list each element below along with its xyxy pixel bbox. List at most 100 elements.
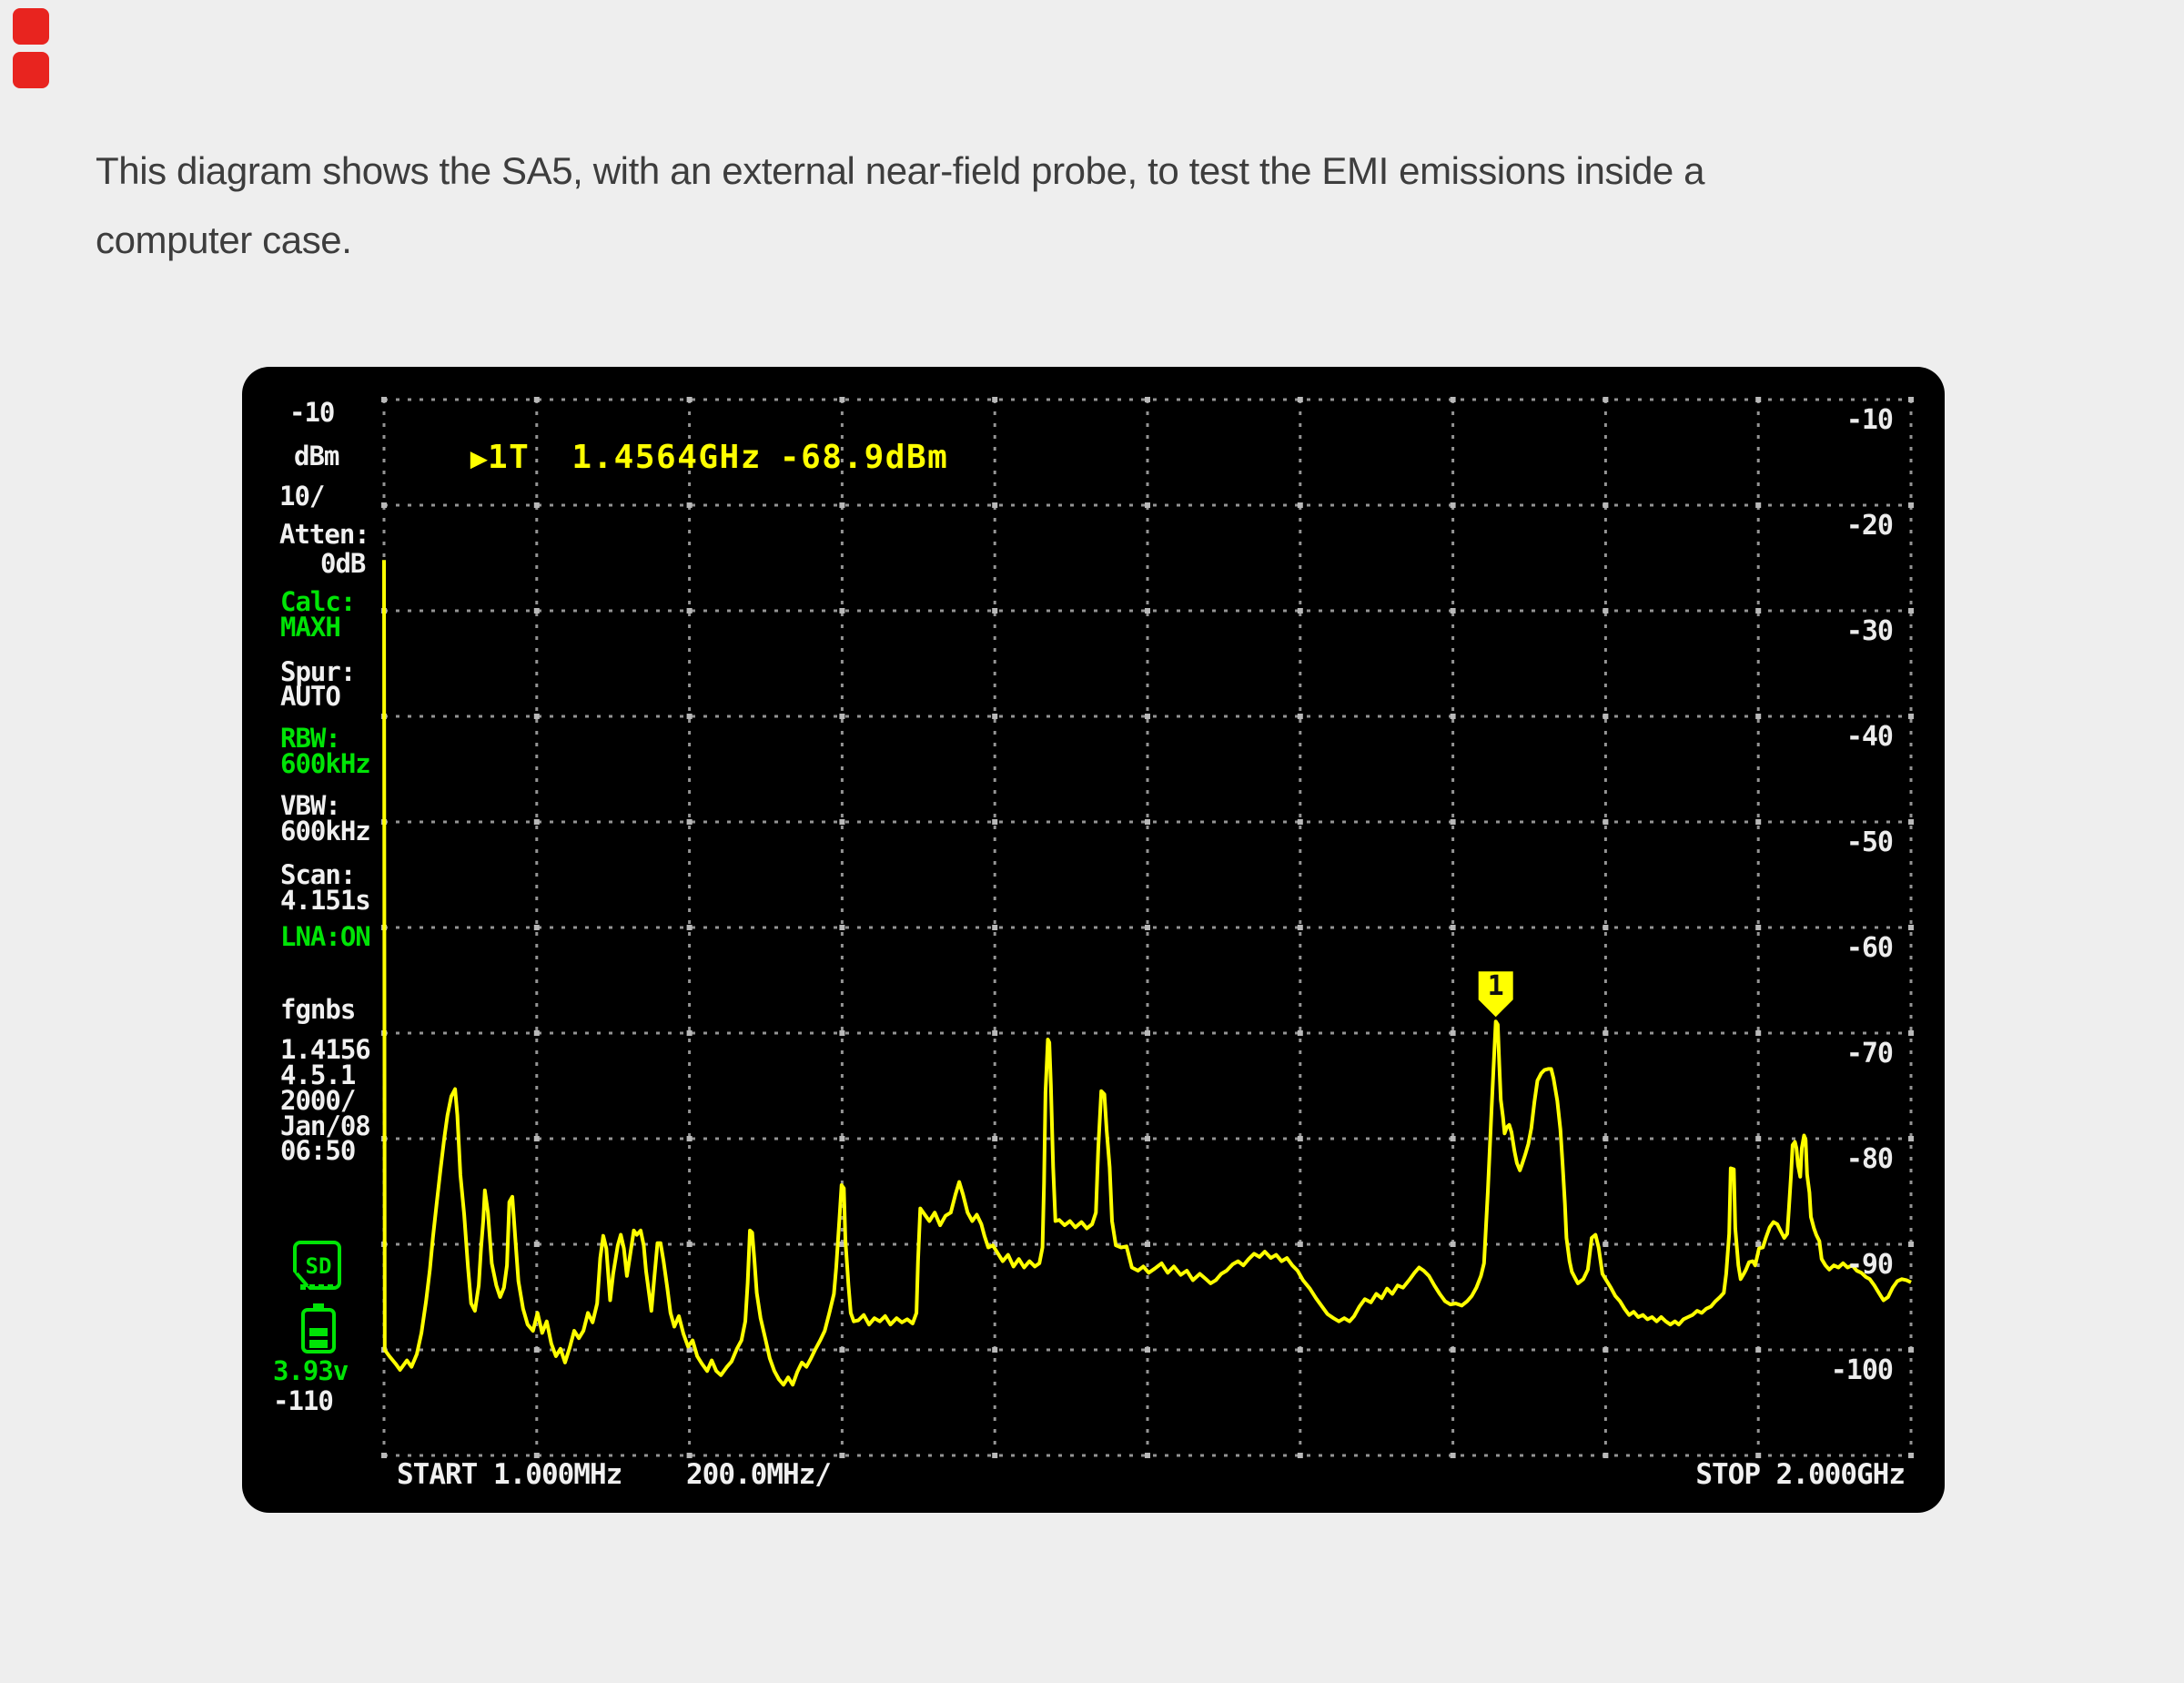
grid-dot	[533, 1347, 540, 1353]
sidebar-vbw-label: VBW:	[280, 790, 341, 821]
grid-dot	[992, 397, 998, 402]
grid-dot	[992, 1347, 998, 1353]
grid-dot	[1755, 1136, 1762, 1141]
red-square-decoration	[13, 8, 49, 45]
grid-dot	[1755, 819, 1762, 825]
marker-flag-shape	[1478, 971, 1513, 1018]
grid-dot	[839, 714, 845, 719]
sidebar-calc-value: MAXH	[280, 612, 341, 643]
grid-dot	[1908, 714, 1914, 719]
grid-dot	[533, 1136, 540, 1141]
grid-dot	[1297, 1242, 1303, 1247]
marker-level: -68.9dBm	[779, 439, 949, 476]
grid-dot	[1145, 1347, 1150, 1353]
red-square-decoration	[13, 52, 49, 88]
grid-dot	[992, 925, 998, 930]
grid-dot	[1450, 1347, 1456, 1353]
grid-dot	[1145, 502, 1150, 508]
sidebar-unit: dBm	[294, 441, 339, 471]
grid-dot	[533, 397, 540, 402]
grid-dot	[1603, 714, 1609, 719]
grid-dot	[686, 819, 693, 825]
grid-dot	[1450, 1030, 1456, 1036]
grid-dot	[1145, 925, 1150, 930]
grid-dot	[1755, 1030, 1762, 1036]
frequency-per-div-label: 200.0MHz/	[686, 1458, 832, 1491]
caption-line-1: This diagram shows the SA5, with an exte…	[96, 149, 1705, 192]
sidebar-bottom-level: -110	[273, 1385, 334, 1416]
grid-dot	[686, 502, 693, 508]
marker-readout: ▶1T 1.4564GHz -68.9dBm	[386, 409, 948, 507]
db-axis-label: -60	[1845, 932, 1894, 964]
grid-dot	[1145, 397, 1150, 402]
sidebar-rbw-value: 600kHz	[280, 748, 371, 779]
grid-dot	[1603, 397, 1609, 402]
grid-dot	[1603, 608, 1609, 613]
grid-dot	[1908, 1453, 1914, 1458]
sd-icon-label: SD	[306, 1253, 332, 1279]
grid-dot	[1755, 502, 1762, 508]
grid-dot	[1908, 1136, 1914, 1141]
grid-dot	[381, 502, 387, 508]
grid-dot	[1908, 1242, 1914, 1247]
sidebar-atten-value: 0dB	[320, 548, 366, 579]
grid-dot	[1450, 1453, 1456, 1458]
grid-dot	[1297, 502, 1303, 508]
grid-dot	[1908, 397, 1914, 402]
grid-dot	[686, 608, 693, 613]
battery-icon	[301, 1303, 336, 1353]
grid-dot	[1297, 1347, 1303, 1353]
grid-dot	[839, 397, 845, 402]
db-axis-label: -90	[1845, 1249, 1894, 1281]
marker-trace-label: 1T	[487, 439, 531, 476]
grid-dot	[1450, 397, 1456, 402]
grid-dot	[1603, 925, 1609, 930]
grid-dot	[533, 1030, 540, 1036]
stop-frequency-label: STOP 2.000GHz	[1695, 1458, 1906, 1491]
grid-dot	[839, 925, 845, 930]
grid-dot	[1450, 819, 1456, 825]
grid	[381, 397, 1914, 1458]
sidebar-spur-value: AUTO	[280, 681, 341, 712]
marker-flag-number: 1	[1488, 970, 1504, 1002]
grid-dot	[1755, 1242, 1762, 1247]
grid-dot	[1145, 1453, 1150, 1458]
marker-flag: 1	[1478, 970, 1513, 1018]
sidebar-rbw-label: RBW:	[280, 723, 341, 754]
sidebar-atten-label: Atten:	[279, 519, 370, 550]
start-frequency-label: START 1.000MHz	[397, 1458, 622, 1491]
grid-dot	[839, 1030, 845, 1036]
grid-dot	[839, 608, 845, 613]
db-axis-label: -30	[1845, 615, 1894, 647]
grid-dot	[1450, 502, 1456, 508]
plot-canvas: 1 SD	[293, 397, 1914, 1458]
grid-dot	[1755, 1347, 1762, 1353]
grid-dot	[1297, 819, 1303, 825]
db-axis: -10 -20 -30 -40 -50 -60 -70 -80 -90 -100	[1753, 407, 1902, 1463]
grid-dot	[992, 714, 998, 719]
grid-dot	[1755, 608, 1762, 613]
db-axis-label: -50	[1845, 826, 1894, 858]
grid-dot	[992, 608, 998, 613]
grid-dot	[686, 1030, 693, 1036]
grid-dot	[839, 1453, 845, 1458]
grid-dot	[1755, 397, 1762, 402]
grid-dot	[1145, 1030, 1150, 1036]
grid-dot	[1145, 1242, 1150, 1247]
grid-dot	[992, 1030, 998, 1036]
grid-dot	[1908, 1347, 1914, 1353]
grid-dot	[1450, 925, 1456, 930]
grid-dot	[1908, 502, 1914, 508]
trace	[382, 560, 1912, 1387]
spectrum-analyzer-screen: 1 SD -10 dBm 10/ Atten: 0dB Calc: MAXH S…	[242, 367, 1945, 1513]
grid-dot	[992, 1242, 998, 1247]
grid-dot	[992, 1136, 998, 1141]
db-axis-label: -70	[1845, 1038, 1894, 1070]
grid-dot	[533, 608, 540, 613]
db-axis-label: -80	[1845, 1143, 1894, 1175]
db-axis-label: -10	[1845, 404, 1894, 436]
grid-dot	[1603, 819, 1609, 825]
sidebar-scan-label: Scan:	[280, 859, 356, 890]
grid-dot	[992, 819, 998, 825]
sidebar-date-day: Jan/08	[280, 1110, 371, 1141]
